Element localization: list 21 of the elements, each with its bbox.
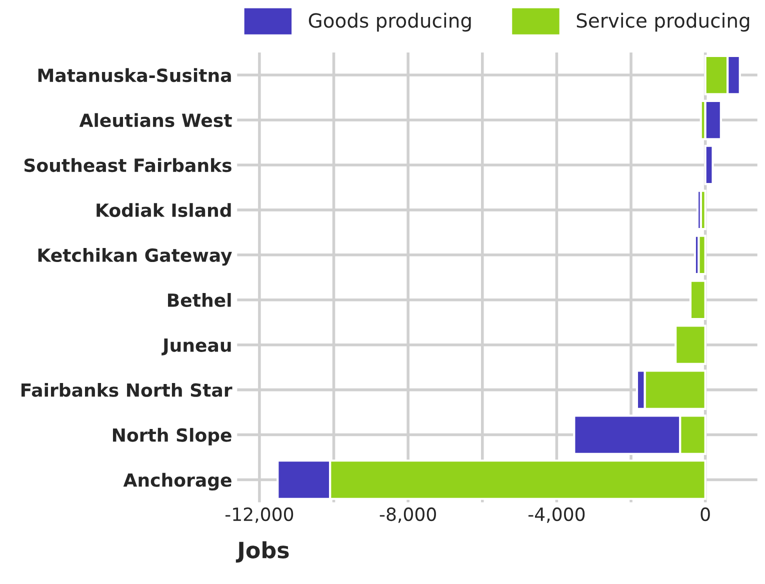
- y-tick-label: Matanuska-Susitna: [38, 68, 231, 82]
- x-tick-label: -8,000: [380, 507, 436, 523]
- y-tick-label: Bethel: [168, 293, 231, 307]
- x-axis-title: Jobs: [236, 541, 289, 563]
- y-tick-label: Aleutians West: [79, 113, 232, 128]
- bar: [704, 100, 722, 140]
- legend-label: Service producing: [576, 12, 750, 32]
- x-tick-label: -4,000: [528, 507, 585, 523]
- bar: [689, 280, 706, 320]
- y-tick-label: Juneau: [162, 338, 231, 356]
- y-tick-label: Ketchikan Gateway: [38, 248, 232, 266]
- bar: [704, 144, 714, 186]
- y-tick-label: Anchorage: [123, 472, 232, 491]
- y-tick-label: Fairbanks North Star: [21, 382, 232, 397]
- y-tick-label: Kodiak Island: [96, 203, 231, 218]
- y-tick-label: Southeast Fairbanks: [24, 158, 232, 172]
- legend-label: Goods producing: [308, 12, 471, 32]
- x-tick-label: -12,000: [225, 507, 294, 523]
- y-tick-label: North Slope: [112, 428, 232, 446]
- bar: [674, 324, 706, 366]
- x-tick-label: 0: [700, 507, 710, 522]
